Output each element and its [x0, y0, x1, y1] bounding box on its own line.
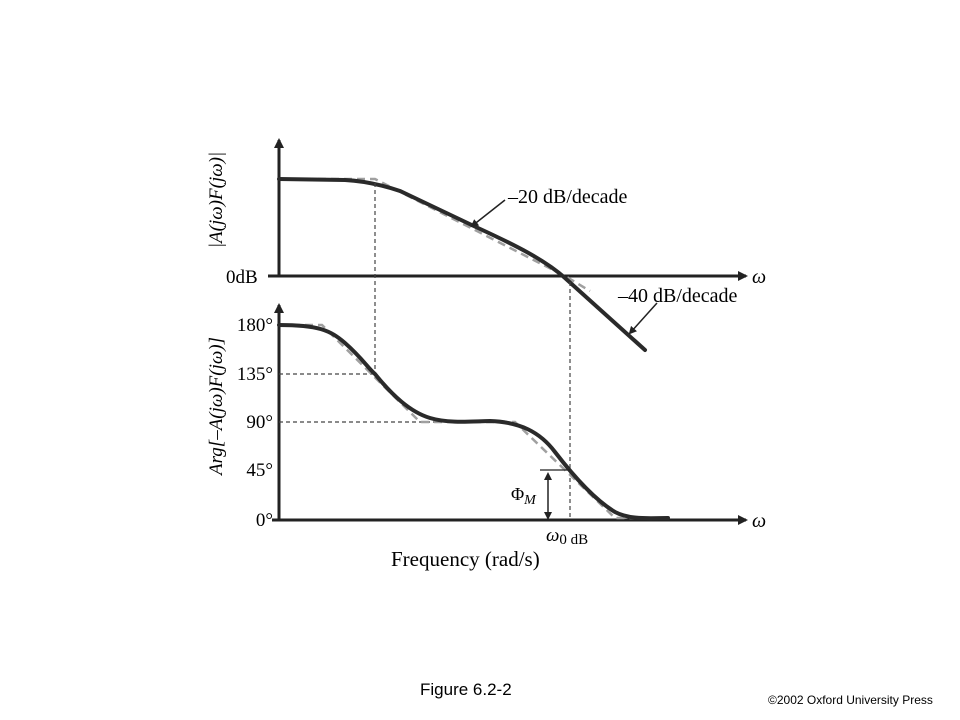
phase-tick-45: 45° [246, 460, 273, 481]
figure-caption: Figure 6.2-2 [420, 680, 512, 699]
slope-20-label: –20 dB/decade [507, 186, 628, 208]
phase-tick-0: 0° [256, 510, 273, 531]
phase-curve [277, 323, 670, 521]
frequency-axis-label: Frequency (rad/s) [391, 547, 540, 571]
crossover-frequency-label: ω0 dB [546, 525, 588, 548]
phase-margin-subscript: M [523, 493, 537, 508]
zero-db-label: 0dB [226, 267, 258, 288]
slope-40-arrow [628, 302, 658, 335]
phase-omega-label: ω [752, 510, 766, 532]
phase-tick-135: 135° [237, 364, 273, 385]
phase-margin-label: ΦM [511, 484, 537, 508]
magnitude-asymptote [279, 177, 591, 293]
slope-20-arrow [470, 199, 506, 228]
magnitude-curve [277, 177, 647, 352]
crossover-symbol: ω [546, 525, 559, 546]
phase-margin-symbol: Φ [511, 484, 524, 504]
magnitude-plot: |A(jω)F(jω)| 0dB ω –20 dB/decade –40 dB/… [206, 138, 766, 352]
phase-tick-180: 180° [237, 315, 273, 336]
copyright-notice: ©2002 Oxford University Press [768, 693, 933, 707]
phase-plot: 180° 135° 90° 45° 0° Arg[–A(jω)F(jω)] ω … [206, 303, 766, 548]
crossover-subscript: 0 dB [559, 532, 588, 548]
slope-40-label: –40 dB/decade [617, 285, 738, 307]
phase-y-label: Arg[–A(jω)F(jω)] [206, 337, 227, 477]
phase-tick-90: 90° [246, 412, 273, 433]
magnitude-omega-label: ω [752, 266, 766, 288]
magnitude-y-label: |A(jω)F(jω)| [206, 152, 227, 248]
